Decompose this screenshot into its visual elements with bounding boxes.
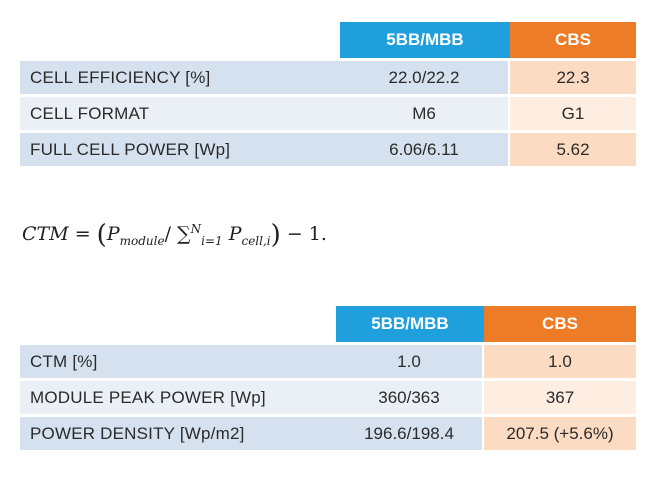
header-blank: [20, 306, 336, 342]
value-5bb-mbb: 22.0/22.2: [340, 61, 510, 94]
formula-tail: − 1.: [280, 223, 327, 245]
table-row: POWER DENSITY [Wp/m2] 196.6/198.4 207.5 …: [20, 417, 636, 450]
table-header-row: 5BB/MBB CBS: [20, 306, 636, 342]
value-cbs: 22.3: [510, 61, 636, 94]
value-5bb-mbb: M6: [340, 97, 510, 130]
formula-sum-symbol: ∑: [177, 223, 191, 245]
formula-lhs: CTM: [22, 223, 69, 245]
formula-term-sub: cell,i: [241, 233, 271, 248]
row-label: FULL CELL POWER [Wp]: [20, 133, 340, 166]
header-cbs: CBS: [510, 22, 636, 58]
value-5bb-mbb: 6.06/6.11: [340, 133, 510, 166]
formula-sum-sub: i=1: [201, 233, 223, 248]
formula-slash: /: [164, 223, 178, 245]
row-label: CELL FORMAT: [20, 97, 340, 130]
header-blank: [20, 22, 340, 58]
ctm-formula: CTM = (Pmodule/ ∑Ni=1 Pcell,i) − 1.: [22, 220, 327, 250]
table-header-row: 5BB/MBB CBS: [20, 22, 636, 58]
formula-equals: =: [68, 223, 97, 245]
formula-numerator: P: [106, 223, 120, 245]
value-cbs: 367: [484, 381, 636, 414]
value-cbs: 5.62: [510, 133, 636, 166]
table-row: FULL CELL POWER [Wp] 6.06/6.11 5.62: [20, 133, 636, 166]
value-5bb-mbb: 360/363: [336, 381, 484, 414]
table-row: MODULE PEAK POWER [Wp] 360/363 367: [20, 381, 636, 414]
module-specs-table: 5BB/MBB CBS CTM [%] 1.0 1.0 MODULE PEAK …: [20, 303, 636, 453]
value-5bb-mbb: 1.0: [336, 345, 484, 378]
header-5bb-mbb: 5BB/MBB: [340, 22, 510, 58]
value-5bb-mbb: 196.6/198.4: [336, 417, 484, 450]
row-label: POWER DENSITY [Wp/m2]: [20, 417, 336, 450]
value-cbs: 1.0: [484, 345, 636, 378]
formula-numerator-sub: module: [119, 233, 165, 248]
formula-sum-sup: N: [190, 221, 202, 236]
formula-term: P: [228, 223, 242, 245]
value-cbs: G1: [510, 97, 636, 130]
cell-specs-table: 5BB/MBB CBS CELL EFFICIENCY [%] 22.0/22.…: [20, 19, 636, 169]
header-5bb-mbb: 5BB/MBB: [336, 306, 484, 342]
value-cbs: 207.5 (+5.6%): [484, 417, 636, 450]
header-cbs: CBS: [484, 306, 636, 342]
row-label: CELL EFFICIENCY [%]: [20, 61, 340, 94]
table-row: CELL FORMAT M6 G1: [20, 97, 636, 130]
table-row: CELL EFFICIENCY [%] 22.0/22.2 22.3: [20, 61, 636, 94]
row-label: CTM [%]: [20, 345, 336, 378]
row-label: MODULE PEAK POWER [Wp]: [20, 381, 336, 414]
table-row: CTM [%] 1.0 1.0: [20, 345, 636, 378]
